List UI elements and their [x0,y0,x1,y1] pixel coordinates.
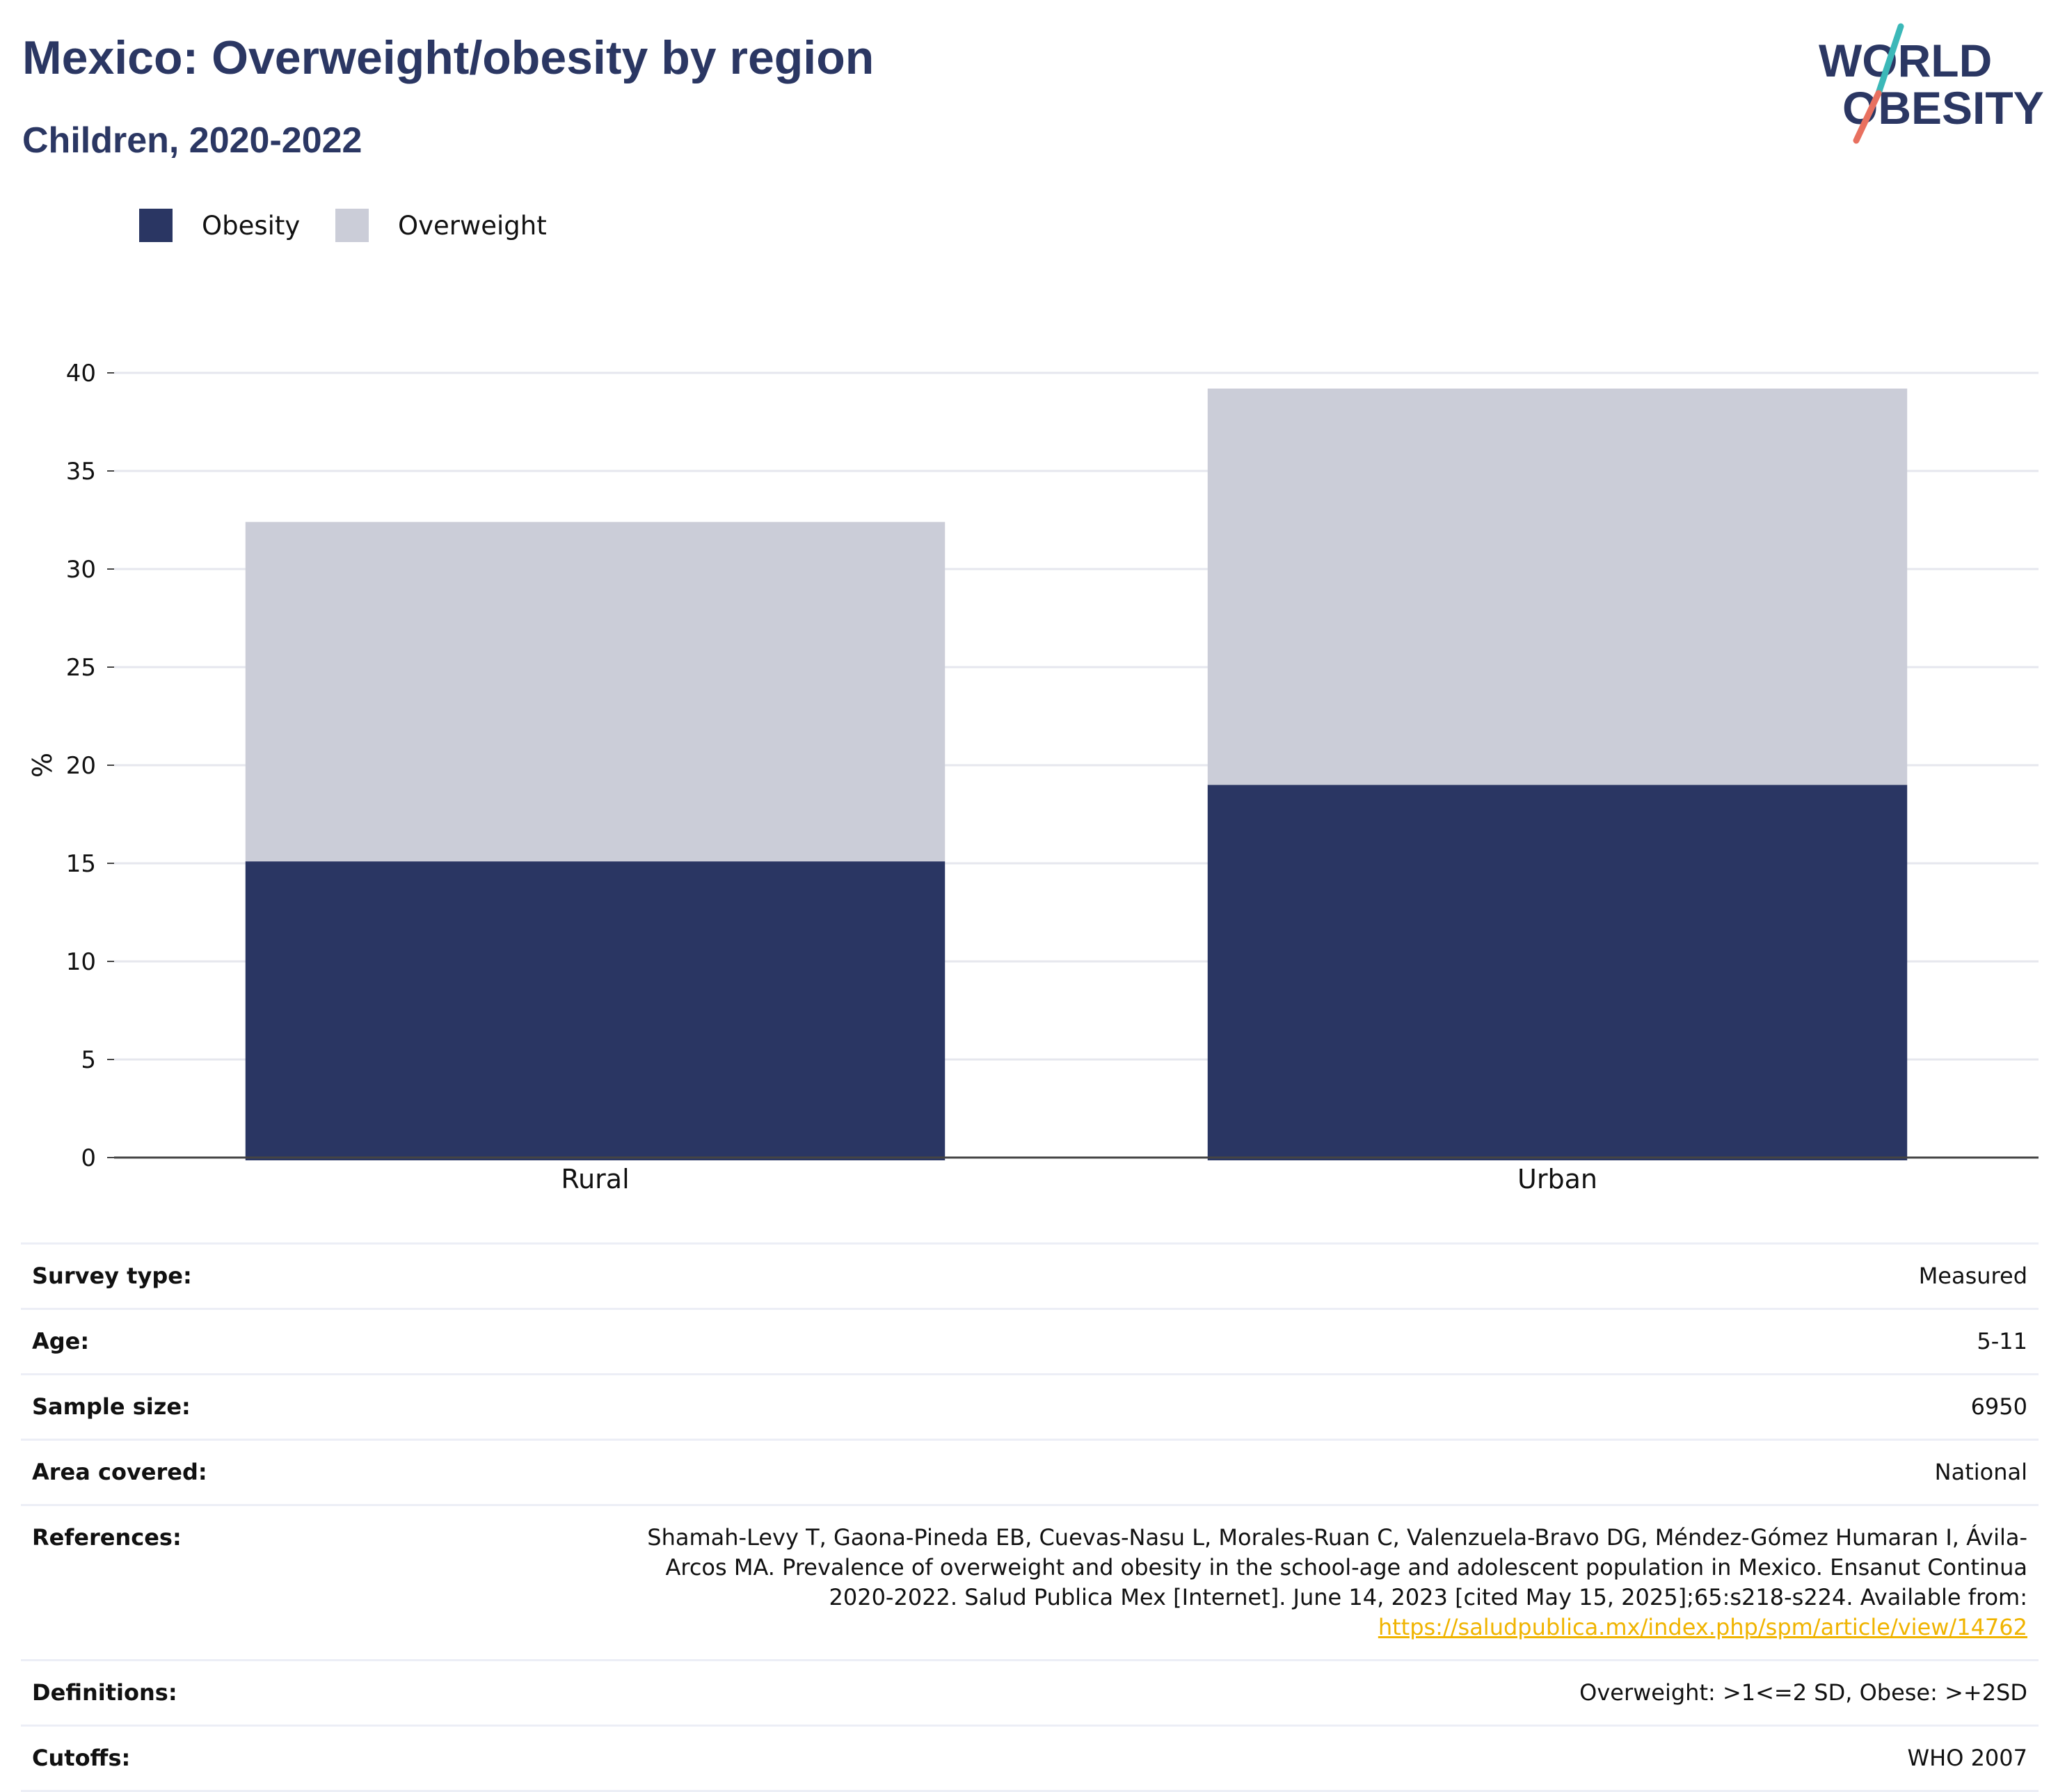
metadata-value: 5-11 [1977,1327,2027,1357]
metadata-label: References: [32,1524,182,1551]
x-tick-label: Rural [561,1164,629,1194]
metadata-value: WHO 2007 [1908,1743,2028,1773]
metadata-label: Survey type: [32,1263,192,1289]
metadata-value-text: WHO 2007 [1907,1745,2028,1771]
legend-swatch-obesity [139,209,173,242]
chart-subtitle: Children, 2020-2022 [22,120,362,161]
legend-label-obesity: Obesity [202,210,301,241]
y-tick-label: 20 [66,752,96,780]
metadata-value: 6950 [1971,1392,2027,1422]
metadata-value: Overweight: >1<=2 SD, Obese: >+2SD [1579,1678,2027,1708]
y-tick-label: 15 [66,850,96,878]
y-tick-label: 25 [66,654,96,682]
reference-link[interactable]: https://saludpublica.mx/index.php/spm/ar… [1378,1614,2027,1640]
metadata-value: Shamah-Levy T, Gaona-Pineda EB, Cuevas-N… [594,1523,2027,1642]
legend-item-overweight[interactable]: Overweight [335,206,547,245]
logo-slash-coral [1853,90,1882,144]
metadata-label: Cutoffs: [32,1745,131,1771]
legend-label-overweight: Overweight [398,210,547,241]
chart-title: Mexico: Overweight/obesity by region [22,31,875,84]
metadata-label: Definitions: [32,1679,177,1706]
bar-overweight-rural [245,522,946,862]
logo-text-obesity: OBESITY [1842,82,2044,134]
metadata-value-text: 5-11 [1977,1328,2027,1354]
bar-obesity-urban [1207,785,1908,1160]
logo-text-world: WORLD [1819,35,1992,86]
metadata-value-text: National [1934,1459,2027,1485]
x-tick-label: Urban [1517,1164,1597,1194]
bar-obesity-rural [245,861,946,1160]
metadata-row: Area covered: National [21,1441,2039,1506]
metadata-value: National [1935,1457,2027,1487]
y-axis-label: % [27,753,58,778]
metadata-value-text: Overweight: >1<=2 SD, Obese: >+2SD [1579,1679,2027,1706]
bar-overweight-urban [1207,388,1908,785]
metadata-label: Sample size: [32,1393,191,1420]
y-tick-label: 0 [81,1144,96,1172]
survey-metadata-table: Survey type: Measured Age: 5-11 Sample size:… [21,1242,2039,1792]
metadata-value-text: Measured [1918,1263,2027,1289]
stacked-bar-chart: 0 5 10 15 20 25 30 35 40% Rural Urban [27,360,2039,1194]
metadata-label: Area covered: [32,1459,207,1485]
y-tick-label: 10 [66,948,96,976]
metadata-value-text: Shamah-Levy T, Gaona-Pineda EB, Cuevas-N… [647,1524,2027,1610]
world-obesity-logo: WORLD OBESITY [1819,23,2044,144]
metadata-row: Survey type: Measured [21,1242,2039,1310]
metadata-value-text: 6950 [1970,1393,2027,1420]
y-tick-label: 35 [66,458,96,486]
y-tick-label: 30 [66,556,96,584]
logo-slash-teal [1875,23,1904,97]
legend-swatch-overweight [335,209,369,242]
metadata-row: References: Shamah-Levy T, Gaona-Pineda E… [21,1506,2039,1661]
y-tick-label: 40 [66,360,96,387]
y-tick-label: 5 [81,1046,96,1074]
metadata-value: Measured [1919,1261,2027,1291]
legend-item-obesity[interactable]: Obesity [139,206,300,245]
metadata-row: Definitions: Overweight: >1<=2 SD, Obese:… [21,1661,2039,1727]
metadata-row: Cutoffs: WHO 2007 [21,1727,2039,1792]
metadata-label: Age: [32,1328,90,1354]
metadata-row: Age: 5-11 [21,1310,2039,1375]
metadata-row: Sample size: 6950 [21,1375,2039,1441]
